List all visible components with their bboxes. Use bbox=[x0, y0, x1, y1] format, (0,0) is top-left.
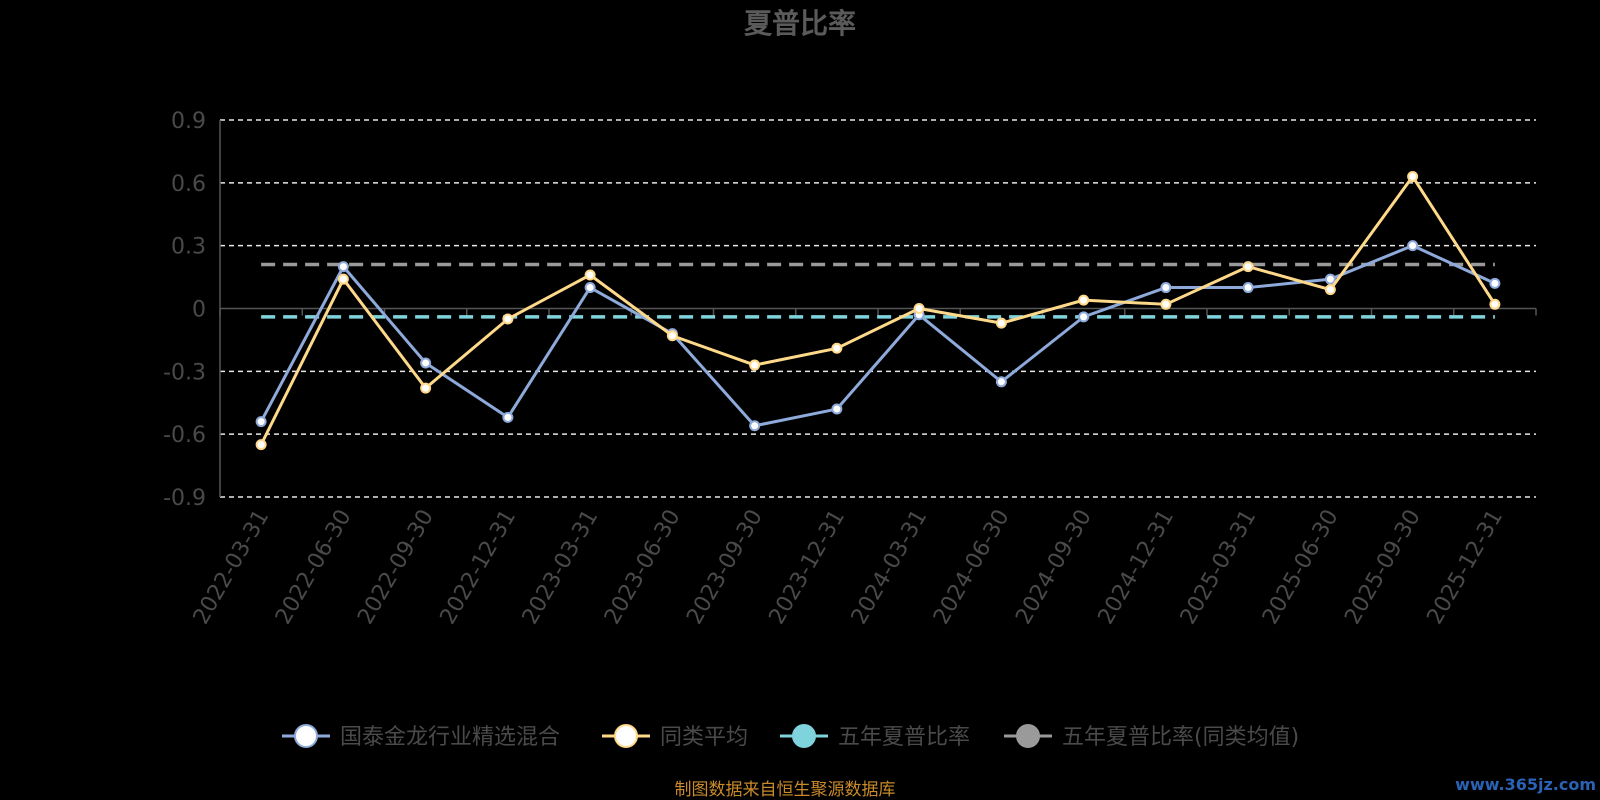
data-point[interactable] bbox=[1242, 261, 1254, 273]
data-point[interactable] bbox=[420, 357, 432, 369]
data-point[interactable] bbox=[337, 273, 349, 285]
legend-marker bbox=[294, 724, 318, 748]
watermark: www.365jz.com bbox=[1455, 775, 1596, 794]
x-tick-label: 2024-12-31 bbox=[1093, 506, 1179, 629]
data-point[interactable] bbox=[420, 382, 432, 394]
series-lines bbox=[255, 171, 1501, 451]
x-tick-label: 2023-09-30 bbox=[682, 506, 768, 629]
x-tick-label: 2024-06-30 bbox=[929, 506, 1015, 629]
x-tick-label: 2022-03-31 bbox=[189, 506, 275, 629]
x-tick-label: 2022-09-30 bbox=[353, 506, 439, 629]
y-tick-label: 0.6 bbox=[171, 172, 206, 197]
legend-marker bbox=[1016, 724, 1040, 748]
data-point[interactable] bbox=[1078, 311, 1090, 323]
data-point[interactable] bbox=[831, 403, 843, 415]
data-point[interactable] bbox=[1160, 298, 1172, 310]
x-tick-label: 2023-12-31 bbox=[764, 506, 850, 629]
data-point[interactable] bbox=[584, 282, 596, 294]
x-tick-label: 2023-06-30 bbox=[600, 506, 686, 629]
data-point[interactable] bbox=[913, 303, 925, 314]
data-point[interactable] bbox=[584, 269, 596, 281]
legend-item-2[interactable]: 同类平均 bbox=[602, 724, 748, 750]
x-tick-label: 2022-06-30 bbox=[271, 506, 357, 629]
y-tick-label: -0.9 bbox=[163, 486, 206, 511]
x-tick-label: 2025-06-30 bbox=[1258, 506, 1344, 629]
source-note: 制图数据来自恒生聚源数据库 bbox=[675, 780, 896, 800]
x-tick-label: 2024-09-30 bbox=[1011, 506, 1097, 629]
y-tick-label: 0.3 bbox=[171, 235, 206, 260]
data-point[interactable] bbox=[255, 439, 267, 451]
data-point[interactable] bbox=[255, 416, 267, 428]
y-tick-label: -0.6 bbox=[163, 423, 206, 448]
data-point[interactable] bbox=[1324, 273, 1336, 285]
data-point[interactable] bbox=[831, 342, 843, 354]
data-point[interactable] bbox=[1489, 277, 1501, 289]
data-point[interactable] bbox=[995, 317, 1007, 329]
y-axis: 0.9 0.6 0.3 0 -0.3 -0.6 -0.9 bbox=[163, 109, 221, 511]
legend-item-1[interactable]: 国泰金龙行业精选混合 bbox=[282, 724, 560, 750]
data-point[interactable] bbox=[1489, 298, 1501, 310]
x-tick-label: 2022-12-31 bbox=[435, 506, 521, 629]
chart-title: 夏普比率 bbox=[744, 7, 856, 40]
data-point[interactable] bbox=[1324, 284, 1336, 296]
x-tick-label: 2025-12-31 bbox=[1422, 506, 1508, 629]
x-axis: 2022-03-312022-06-302022-09-302022-12-31… bbox=[189, 307, 1537, 629]
data-point[interactable] bbox=[1242, 282, 1254, 294]
legend-item-4[interactable]: 五年夏普比率(同类均值) bbox=[1004, 724, 1299, 750]
y-tick-label: 0 bbox=[192, 298, 206, 323]
x-tick-label: 2025-03-31 bbox=[1176, 506, 1262, 629]
x-tick-label: 2023-03-31 bbox=[518, 506, 604, 629]
data-point[interactable] bbox=[995, 376, 1007, 388]
x-tick-label: 2025-09-30 bbox=[1340, 506, 1426, 629]
data-point[interactable] bbox=[749, 359, 761, 371]
y-tick-label: -0.3 bbox=[163, 360, 206, 385]
legend-label: 五年夏普比率 bbox=[838, 725, 970, 750]
legend-label: 同类平均 bbox=[660, 725, 748, 750]
data-point[interactable] bbox=[749, 420, 761, 432]
data-point[interactable] bbox=[1407, 240, 1419, 252]
series-line-1 bbox=[259, 244, 1496, 428]
legend-marker bbox=[614, 724, 638, 748]
data-point[interactable] bbox=[666, 330, 678, 342]
data-point[interactable] bbox=[1078, 294, 1090, 306]
data-point[interactable] bbox=[337, 261, 349, 273]
legend-item-3[interactable]: 五年夏普比率 bbox=[780, 724, 970, 750]
data-point[interactable] bbox=[502, 411, 514, 423]
data-point[interactable] bbox=[502, 313, 514, 325]
reference-lines bbox=[261, 262, 1495, 319]
y-tick-label: 0.9 bbox=[171, 109, 206, 134]
data-point[interactable] bbox=[1160, 282, 1172, 294]
data-point[interactable] bbox=[1407, 171, 1419, 183]
x-tick-label: 2024-03-31 bbox=[847, 506, 933, 629]
legend-label: 国泰金龙行业精选混合 bbox=[340, 725, 560, 750]
legend-label: 五年夏普比率(同类均值) bbox=[1062, 725, 1299, 750]
legend[interactable]: 国泰金龙行业精选混合 同类平均 五年夏普比率 五年夏普比率(同类均值) bbox=[282, 724, 1299, 750]
legend-marker bbox=[792, 724, 816, 748]
series-line-2 bbox=[259, 175, 1497, 446]
